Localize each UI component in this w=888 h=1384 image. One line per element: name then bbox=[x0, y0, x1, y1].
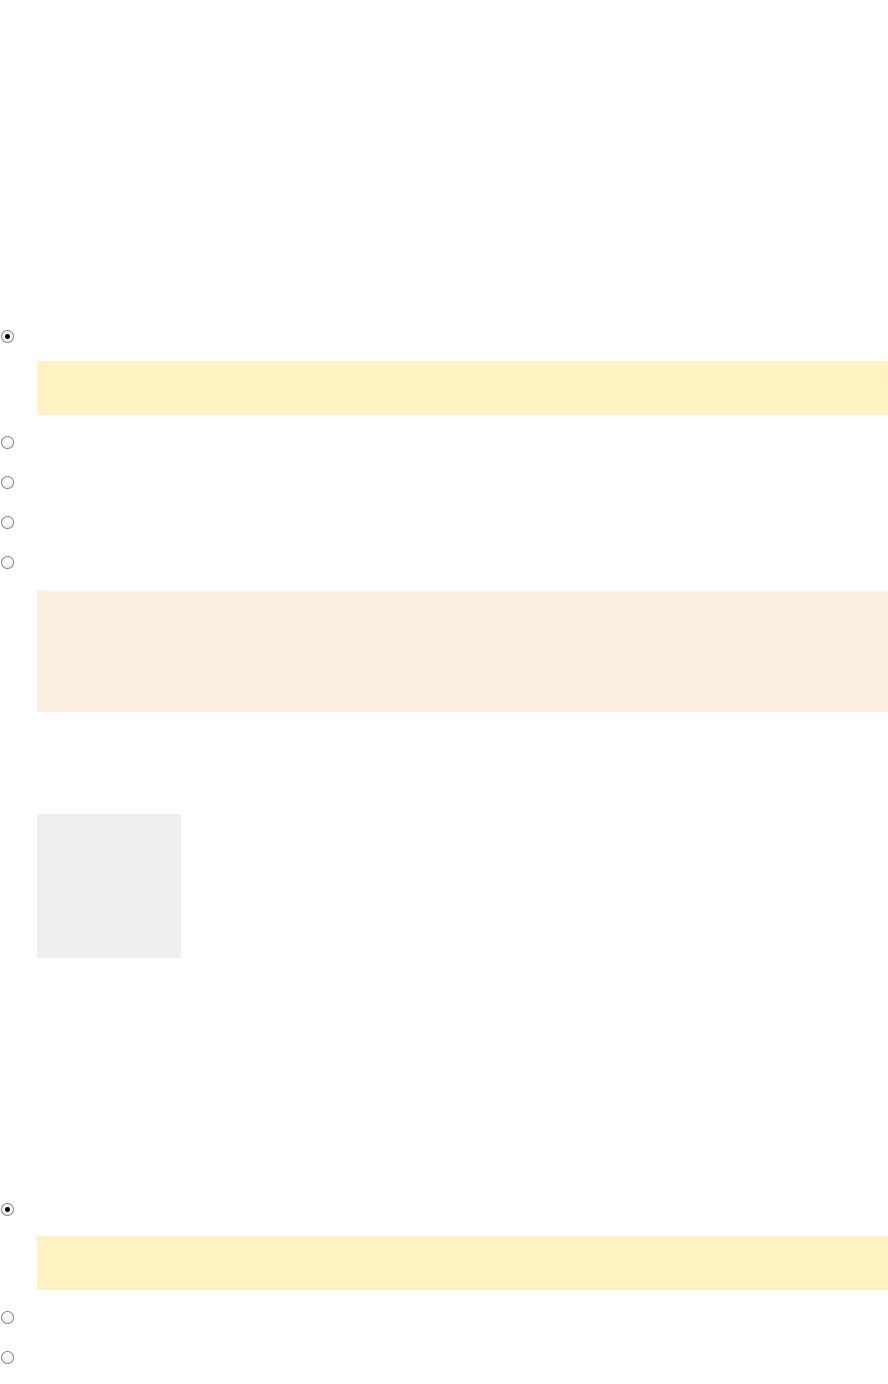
radio-option-group2-3[interactable] bbox=[1, 1351, 14, 1364]
radio-option-3[interactable] bbox=[1, 476, 14, 489]
radio-option-group2-1[interactable] bbox=[1, 1203, 14, 1216]
image-placeholder bbox=[37, 814, 181, 958]
selected-option-highlight-group2 bbox=[37, 1236, 888, 1290]
radio-option-4[interactable] bbox=[1, 516, 14, 529]
selected-option-highlight bbox=[37, 361, 888, 415]
radio-option-2[interactable] bbox=[1, 436, 14, 449]
radio-option-group2-2[interactable] bbox=[1, 1311, 14, 1324]
radio-option-1[interactable] bbox=[1, 330, 14, 343]
info-panel bbox=[37, 591, 888, 712]
radio-option-5[interactable] bbox=[1, 556, 14, 569]
